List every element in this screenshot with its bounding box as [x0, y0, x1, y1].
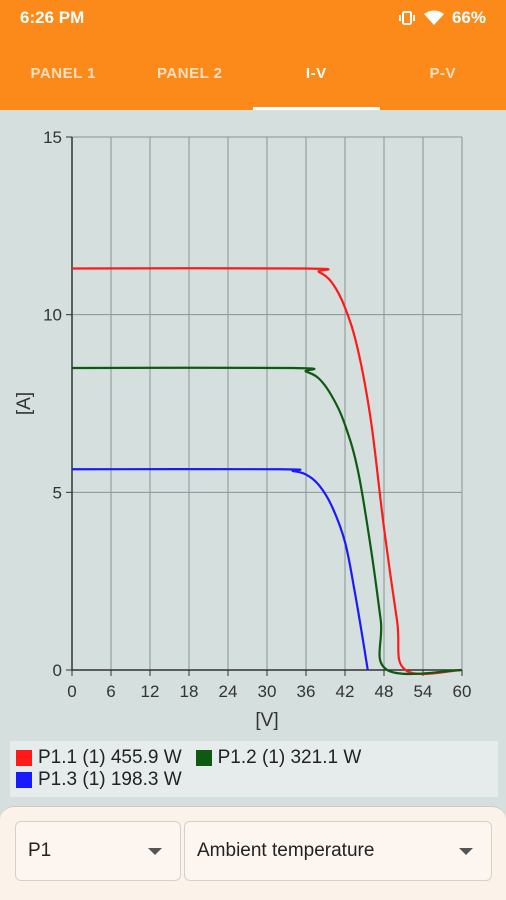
x-tick-label: 42: [336, 682, 355, 701]
x-tick-label: 24: [219, 682, 238, 701]
wifi-icon: [423, 10, 444, 26]
y-tick-label: 15: [43, 128, 62, 147]
bottom-panel: P1 Ambient temperature: [0, 806, 506, 900]
status-icons: 66%: [398, 8, 486, 28]
x-tick-label: 48: [375, 682, 394, 701]
panel-select-value: P1: [28, 840, 52, 861]
parameter-select-value: Ambient temperature: [197, 840, 375, 861]
y-axis-label: [A]: [14, 392, 35, 415]
tab-panel-2[interactable]: PANEL 2: [157, 64, 223, 82]
x-tick-label: 60: [453, 682, 472, 701]
series-line-2: [71, 366, 463, 676]
series-line-3: [71, 467, 369, 671]
panel-select[interactable]: P1: [15, 821, 181, 881]
legend-swatch-red: [16, 750, 32, 766]
tab-bar: PANEL 1 PANEL 2 I-V P-V: [0, 36, 506, 110]
iv-chart: 0 6 12 18 24 30 36 42 48 54 60 0 5 10 15 [V] [A]: [0, 110, 506, 740]
x-tick-label: 18: [180, 682, 199, 701]
x-tick-label: 12: [141, 682, 160, 701]
tab-i-v[interactable]: I-V: [253, 36, 380, 110]
status-time: 6:26 PM: [20, 8, 85, 27]
x-tick-label: 54: [414, 682, 433, 701]
legend-row-1: P1.1 (1) 455.9 W P1.2 (1) 321.1 W: [16, 747, 498, 769]
y-tick-label: 0: [53, 661, 62, 680]
x-tick-label: 30: [258, 682, 277, 701]
y-tick-label: 5: [53, 483, 62, 502]
dropdown-arrow-icon: [148, 848, 162, 855]
x-axis-label: [V]: [255, 710, 278, 731]
legend-swatch-blue: [16, 772, 32, 788]
legend-item-p1-1: P1.1 (1) 455.9 W: [16, 747, 182, 769]
x-tick-label: 6: [106, 682, 115, 701]
legend-label-p1-1: P1.1 (1) 455.9 W: [38, 747, 182, 768]
battery-percent: 66%: [451, 8, 486, 27]
y-tick-label: 10: [43, 306, 62, 325]
status-bar: 6:26 PM 66%: [0, 0, 506, 36]
legend-label-p1-3: P1.3 (1) 198.3 W: [38, 769, 182, 790]
chart-svg: 0 6 12 18 24 30 36 42 48 54 60 0 5 10 15 [V] [A]: [14, 128, 472, 731]
legend-label-p1-2: P1.2 (1) 321.1 W: [217, 747, 362, 768]
legend-item-p1-3: P1.3 (1) 198.3 W: [16, 769, 182, 791]
legend-row-2: P1.3 (1) 198.3 W: [16, 769, 498, 791]
series-line-1: [71, 267, 463, 676]
dropdown-arrow-icon: [459, 848, 473, 855]
tab-panel-1[interactable]: PANEL 1: [30, 64, 96, 82]
x-tick-label: 36: [297, 682, 316, 701]
x-tick-label: 0: [67, 682, 76, 701]
tab-p-v[interactable]: P-V: [429, 64, 456, 82]
legend-item-p1-2: P1.2 (1) 321.1 W: [195, 747, 362, 769]
chart-legend: P1.1 (1) 455.9 W P1.2 (1) 321.1 W P1.3 (…: [10, 741, 498, 797]
parameter-select[interactable]: Ambient temperature: [184, 821, 492, 881]
legend-swatch-green: [195, 750, 212, 766]
vibrate-icon: [398, 10, 416, 26]
